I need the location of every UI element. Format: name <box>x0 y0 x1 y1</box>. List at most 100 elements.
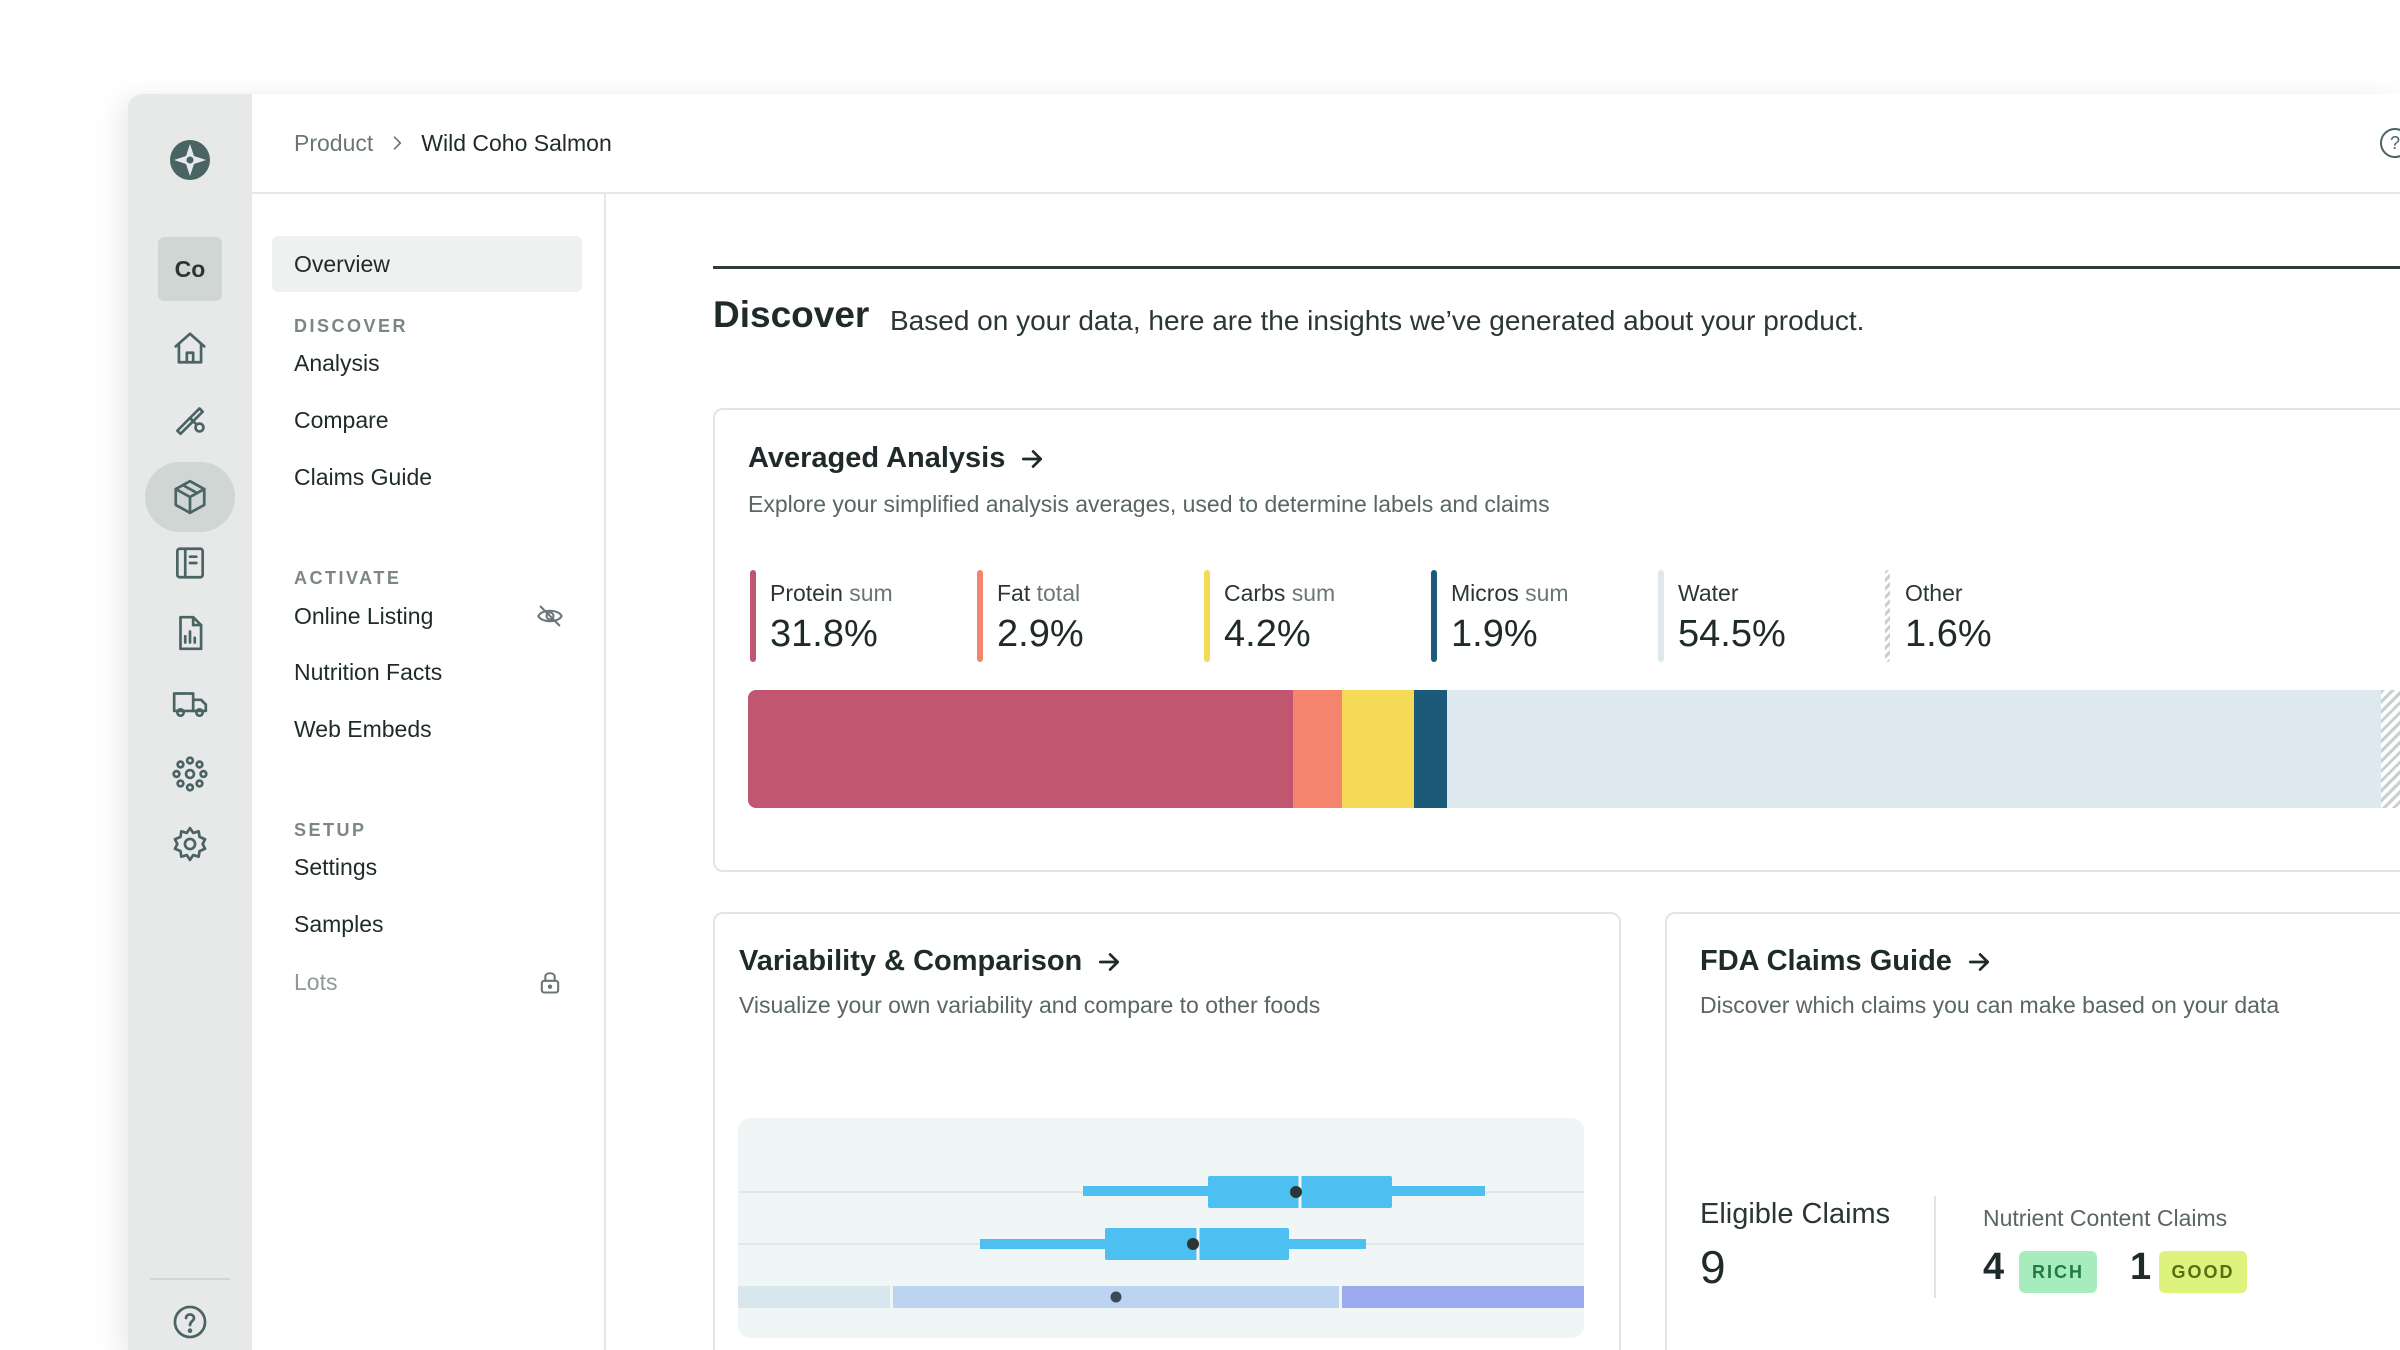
help-icon[interactable] <box>166 1298 214 1346</box>
stat-color-bar <box>1885 570 1890 662</box>
eligible-claims-value: 9 <box>1700 1241 1726 1293</box>
stat-water: Water 54.5% <box>1658 570 1786 662</box>
eye-off-icon <box>537 605 563 627</box>
discover-title: Discover <box>713 294 870 335</box>
stat-label-suffix: total <box>1030 580 1081 606</box>
nav-item-web-embeds[interactable]: Web Embeds <box>294 716 564 743</box>
card-subtitle: Discover which claims you can make based… <box>1700 992 2280 1018</box>
lock-icon <box>540 972 560 994</box>
stat-other: Other 1.6% <box>1885 570 1992 662</box>
segment-fat <box>1292 690 1343 808</box>
eligible-claims-label: Eligible Claims <box>1700 1198 1891 1230</box>
nav-item-overview[interactable]: Overview <box>272 236 582 292</box>
segment-carbs <box>1342 690 1415 808</box>
stat-value: 31.8% <box>770 613 878 655</box>
stat-label-text: Micros <box>1451 580 1519 606</box>
stat-label: Micros sum <box>1451 580 1569 607</box>
icon-rail: Co <box>128 94 252 1350</box>
nav-item-label: Samples <box>294 911 384 937</box>
breadcrumb: Product Wild Coho Salmon ? <box>252 94 2400 194</box>
stat-label-suffix: sum <box>842 580 893 606</box>
stat-label-text: Other <box>1905 580 1963 606</box>
stat-label-suffix: sum <box>1285 580 1336 606</box>
segment-other <box>2380 690 2400 808</box>
range-band-high <box>1342 1286 1584 1308</box>
breadcrumb-current: Wild Coho Salmon <box>421 129 612 156</box>
nav-item-online-listing[interactable]: Online Listing <box>294 602 564 630</box>
notebook-icon[interactable] <box>166 539 214 587</box>
stat-label-text: Water <box>1678 580 1739 606</box>
composition-stacked-bar <box>748 690 2400 808</box>
stat-value: 2.9% <box>997 613 1084 655</box>
segment-protein <box>748 690 1293 808</box>
section-rule <box>713 266 2400 269</box>
nav-item-compare[interactable]: Compare <box>294 407 564 434</box>
breadcrumb-parent-link[interactable]: Product <box>294 129 374 156</box>
nav-item-samples[interactable]: Samples <box>294 911 564 938</box>
segment-water <box>1446 690 2381 808</box>
nutrient-claims-label: Nutrient Content Claims <box>1983 1205 2228 1231</box>
nav-section-setup: SETUP <box>294 820 367 840</box>
stat-color-bar <box>977 570 983 662</box>
nav-item-label: Lots <box>294 968 338 995</box>
arrow-right-icon <box>1968 952 1989 971</box>
good-count: 1 <box>2130 1246 2152 1288</box>
product-box-icon[interactable] <box>145 462 235 532</box>
good-badge: GOOD <box>2159 1251 2247 1293</box>
nav-item-claims-guide[interactable]: Claims Guide <box>294 464 564 491</box>
segment-micros <box>1414 690 1447 808</box>
stat-protein: Protein sum 31.8% <box>750 570 893 662</box>
nav-item-settings[interactable]: Settings <box>294 854 564 881</box>
stat-label-suffix: sum <box>1518 580 1569 606</box>
report-icon[interactable] <box>166 609 214 657</box>
nav-item-label: Settings <box>294 854 378 880</box>
stat-color-bar <box>1658 570 1664 662</box>
variability-link[interactable]: Variability & Comparison <box>739 945 1122 978</box>
fda-claims-link[interactable]: FDA Claims Guide <box>1700 945 1992 978</box>
stat-label: Fat total <box>997 580 1084 607</box>
arrow-right-icon <box>1099 952 1120 971</box>
card-subtitle: Visualize your own variability and compa… <box>739 992 1321 1018</box>
nav-section-activate: ACTIVATE <box>294 568 402 588</box>
comparison-dot <box>1110 1291 1122 1303</box>
nav-section-discover: DISCOVER <box>294 316 409 336</box>
range-band-low <box>738 1286 890 1308</box>
stat-value: 1.6% <box>1905 613 1992 655</box>
nav-item-lots[interactable]: Lots <box>294 968 564 996</box>
stat-color-bar <box>1431 570 1437 662</box>
claims-divider <box>1934 1196 1936 1298</box>
secondary-nav: Overview DISCOVER Analysis Compare Claim… <box>252 194 606 1350</box>
nav-item-label: Claims Guide <box>294 464 433 490</box>
truck-icon[interactable] <box>166 679 214 727</box>
nav-item-label: Nutrition Facts <box>294 659 443 685</box>
network-icon[interactable] <box>166 750 214 798</box>
nav-item-label: Web Embeds <box>294 716 432 742</box>
workspace-avatar[interactable]: Co <box>158 237 222 301</box>
stat-value: 54.5% <box>1678 613 1786 655</box>
variability-chart <box>738 1118 1584 1338</box>
brush-icon[interactable] <box>166 394 214 442</box>
mean-dot-2 <box>1187 1238 1199 1250</box>
card-title: Averaged Analysis <box>748 442 1006 474</box>
stat-label: Carbs sum <box>1224 580 1335 607</box>
rich-badge: RICH <box>2019 1251 2097 1293</box>
help-circle-icon[interactable]: ? <box>2380 128 2400 158</box>
stat-label: Other <box>1905 580 1992 607</box>
nav-item-analysis[interactable]: Analysis <box>294 350 564 377</box>
card-title: Variability & Comparison <box>739 945 1083 977</box>
nav-item-label: Analysis <box>294 350 380 376</box>
home-icon[interactable] <box>166 324 214 372</box>
stat-label-text: Fat <box>997 580 1031 606</box>
stat-label: Protein sum <box>770 580 893 607</box>
stat-carbs: Carbs sum 4.2% <box>1204 570 1335 662</box>
mean-dot-1 <box>1290 1186 1302 1198</box>
rich-count: 4 <box>1983 1246 2005 1288</box>
gear-icon[interactable] <box>166 820 214 868</box>
stat-label-text: Protein <box>770 580 843 606</box>
stat-value: 1.9% <box>1451 613 1538 655</box>
stat-value: 4.2% <box>1224 613 1311 655</box>
brand-logo-icon[interactable] <box>168 138 212 182</box>
averaged-analysis-link[interactable]: Averaged Analysis <box>748 442 1045 475</box>
nav-item-label: Online Listing <box>294 602 434 629</box>
nav-item-nutrition-facts[interactable]: Nutrition Facts <box>294 659 564 686</box>
